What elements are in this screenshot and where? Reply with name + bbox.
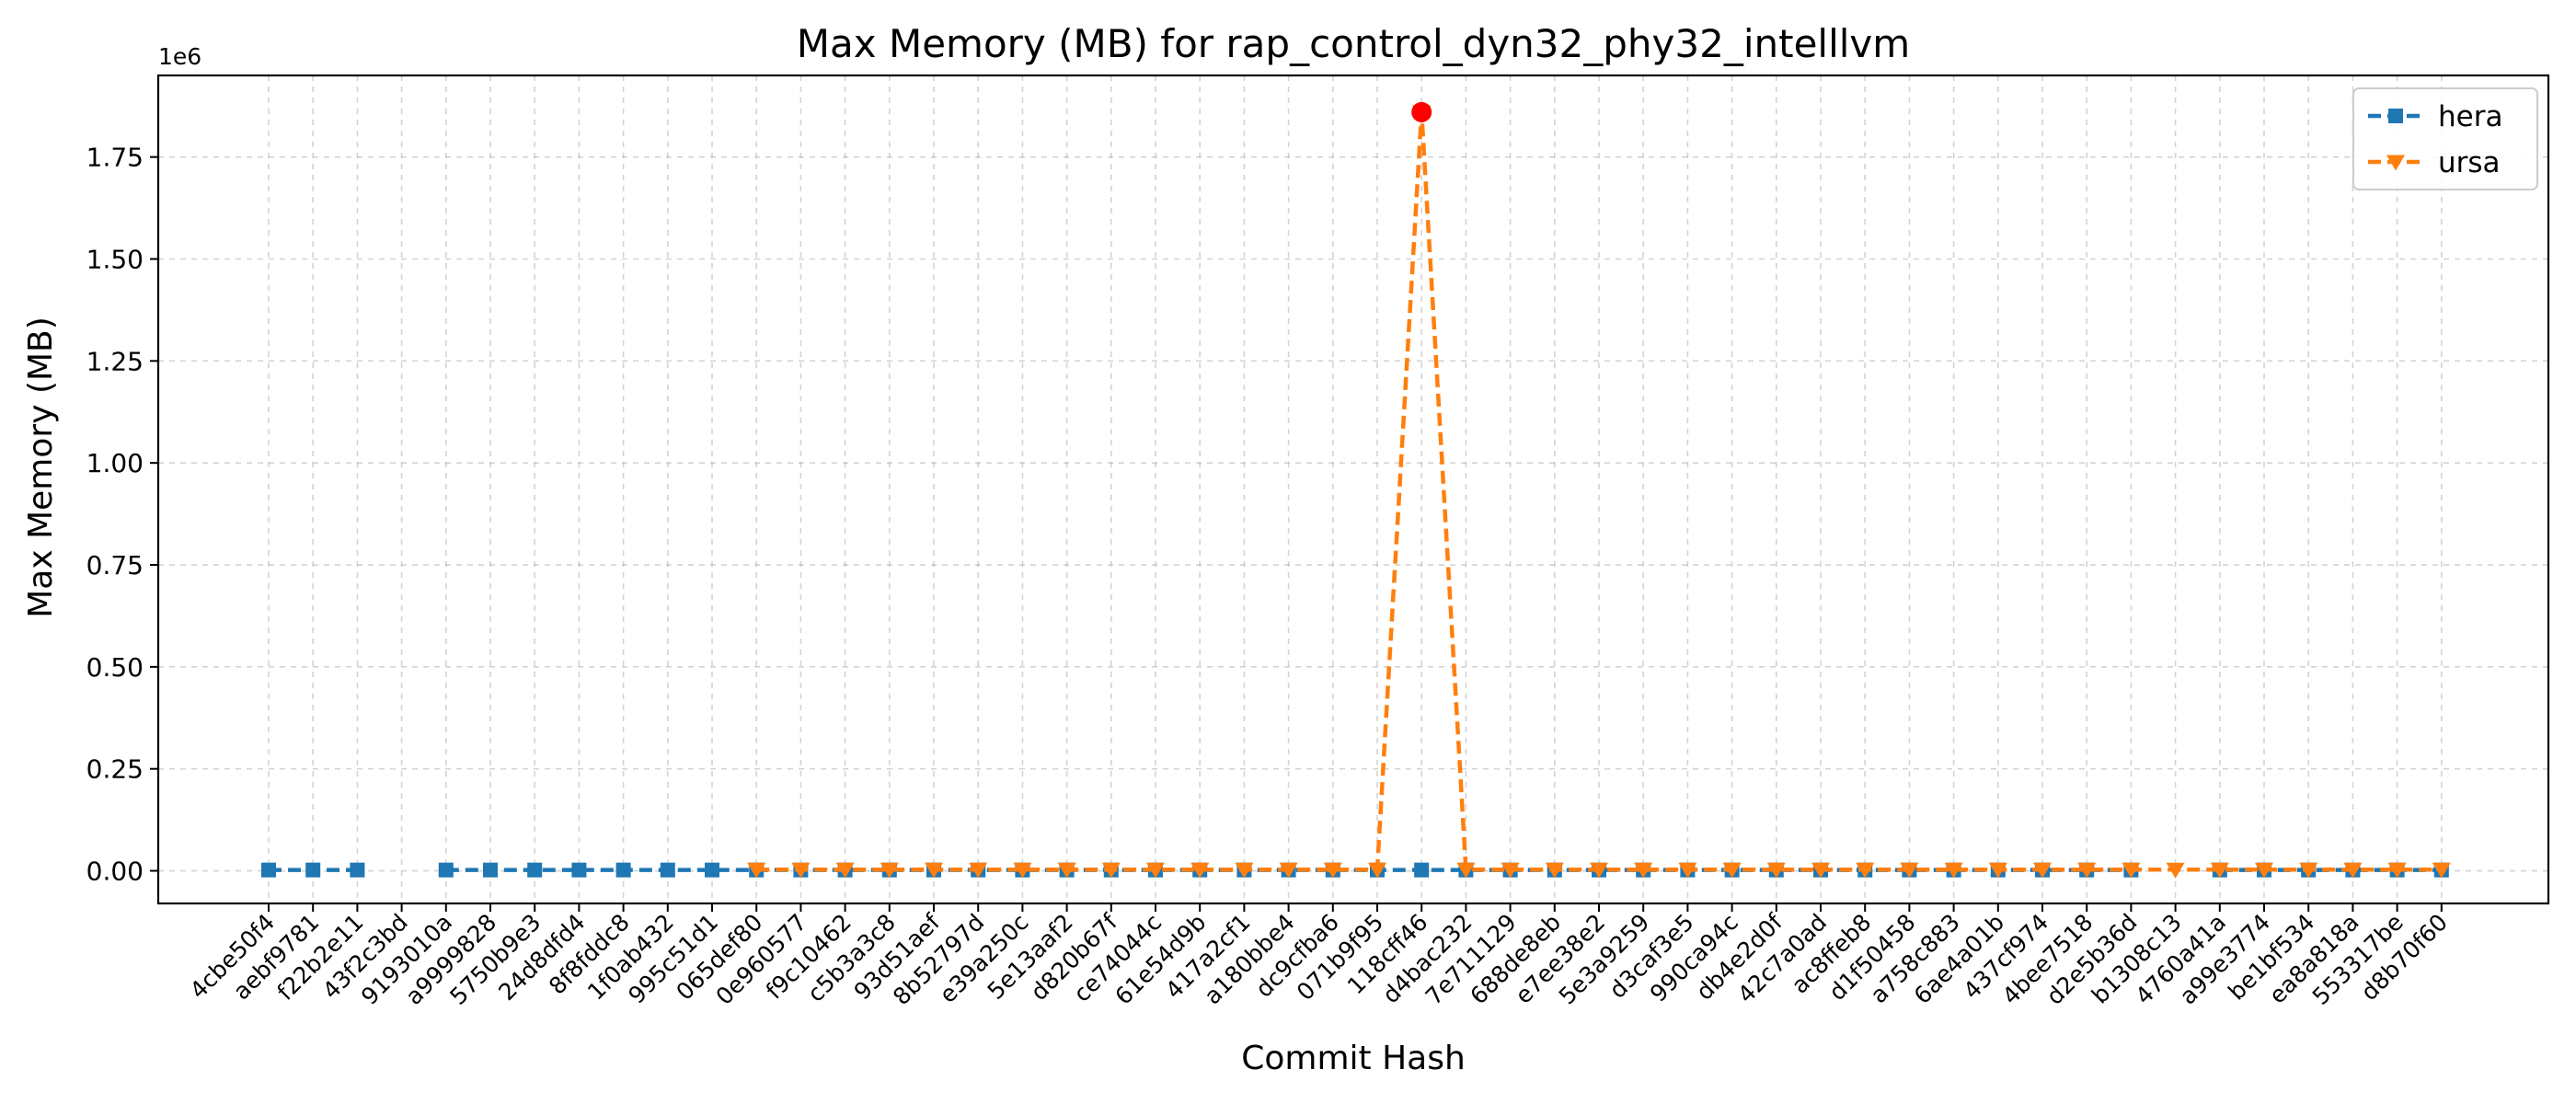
- ursa-point: [1678, 862, 1697, 879]
- hera-point: [660, 862, 675, 878]
- hera-point: [1414, 862, 1430, 878]
- ursa-point: [1900, 862, 1919, 879]
- ursa-point: [1323, 862, 1342, 879]
- hera-point: [705, 862, 719, 878]
- ursa-point: [1722, 862, 1742, 879]
- ursa-point: [747, 862, 766, 879]
- ursa-point: [1456, 862, 1476, 879]
- legend-label: ursa: [2438, 146, 2501, 179]
- hera-point: [305, 862, 321, 878]
- y-tick-label: 1.00: [86, 448, 144, 478]
- hera-point: [483, 862, 498, 878]
- ursa-point: [1501, 862, 1520, 879]
- ursa-point: [925, 862, 943, 879]
- ursa-point: [1856, 862, 1875, 879]
- ursa-point: [835, 862, 855, 879]
- x-axis-label: Commit Hash: [1241, 1040, 1466, 1077]
- ursa-point: [1146, 862, 1165, 879]
- ursa-point: [1944, 862, 1963, 879]
- ursa-point: [1279, 862, 1298, 879]
- hera-point: [438, 862, 454, 878]
- ursa-point: [1634, 862, 1653, 879]
- ursa-point: [2387, 862, 2407, 879]
- ursa-point: [2432, 862, 2451, 879]
- y-tick-label: 1.25: [86, 346, 144, 376]
- ursa-point: [1811, 862, 1830, 879]
- ursa-point: [2122, 862, 2141, 879]
- ursa-series-line: [756, 111, 2442, 872]
- plot-frame: [156, 74, 2550, 905]
- hera-point: [615, 862, 631, 878]
- peak-point: [1411, 101, 1432, 122]
- ursa-point: [1190, 862, 1210, 879]
- y-tick-label: 0.00: [86, 857, 144, 887]
- ursa-point: [2255, 862, 2273, 879]
- series-layer: [261, 101, 2451, 879]
- ursa-point: [1766, 862, 1786, 879]
- chart-title: Max Memory (MB) for rap_control_dyn32_ph…: [797, 21, 1910, 66]
- hera-point: [527, 862, 543, 878]
- ursa-point: [880, 862, 899, 879]
- legend-swatch-marker: [2386, 155, 2405, 171]
- legend: hera ursa: [2352, 87, 2538, 190]
- ursa-point: [1545, 862, 1564, 879]
- ursa-point: [2166, 862, 2185, 879]
- ursa-point: [1101, 862, 1121, 879]
- y-tick-label: 0.50: [86, 652, 144, 683]
- y-tick-label: 1.75: [86, 143, 144, 173]
- y-tick-label: 0.75: [86, 550, 144, 581]
- ursa-point: [2077, 862, 2097, 879]
- ursa-point: [2033, 862, 2052, 879]
- ursa-point: [791, 862, 811, 879]
- ursa-point: [1013, 862, 1032, 879]
- grid-layer: [158, 75, 2548, 903]
- ursa-point: [1057, 862, 1076, 879]
- ursa-point: [1590, 862, 1608, 879]
- y-tick-label: 1.50: [86, 245, 144, 275]
- y-axis-label: Max Memory (MB): [22, 316, 60, 618]
- hera-point: [261, 862, 276, 878]
- ursa-point: [1368, 862, 1386, 879]
- y-axis-offset-label: 1e6: [158, 43, 201, 70]
- ursa-point: [2343, 862, 2363, 879]
- ursa-point: [1988, 862, 2007, 879]
- ursa-point: [969, 862, 988, 879]
- ursa-point: [1235, 862, 1254, 879]
- legend-swatch-marker: [2388, 109, 2403, 123]
- ursa-point: [2299, 862, 2318, 879]
- y-tick-label: 0.25: [86, 754, 144, 785]
- ursa-point: [2210, 862, 2229, 879]
- hera-point: [571, 862, 587, 878]
- hera-point: [350, 862, 365, 878]
- legend-label: hera: [2438, 100, 2502, 133]
